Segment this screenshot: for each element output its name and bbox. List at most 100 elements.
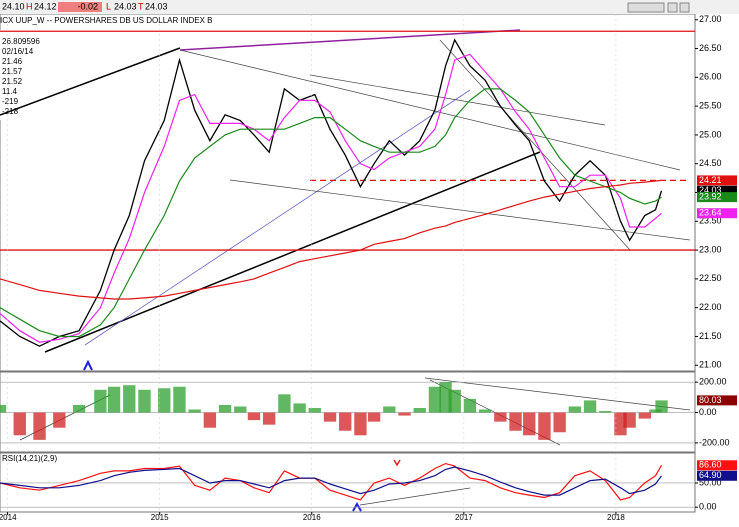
histogram-bar — [553, 412, 566, 433]
y-tick-label: 0.00 — [699, 502, 717, 512]
last-value-box — [697, 395, 737, 406]
last-value-label: 24.03 — [699, 185, 722, 195]
last-value-label: 86.60 — [699, 460, 722, 470]
header-last: 24.03 — [145, 1, 168, 11]
histogram-bar — [383, 406, 396, 413]
histogram-bar — [523, 412, 536, 436]
last-value-label: 80.03 — [699, 395, 722, 405]
x-tick-label: 2014 — [0, 513, 17, 522]
header-bar — [0, 0, 739, 14]
histogram-bar — [568, 406, 582, 413]
trendline — [179, 49, 681, 171]
y-tick-label: 50.00 — [699, 477, 722, 487]
histogram-bar — [188, 409, 201, 413]
info-value: -219 — [2, 97, 19, 106]
header-open-tag: H — [26, 1, 33, 11]
header-high: 24.12 — [34, 1, 57, 11]
histogram-bar — [158, 388, 171, 413]
histogram-bar — [478, 409, 492, 413]
y-tick-label: 22.50 — [699, 273, 722, 283]
y-tick-label: 25.50 — [699, 101, 722, 111]
last-value-box — [697, 208, 737, 219]
info-value: 21.52 — [2, 77, 23, 86]
header-change: -0.02 — [77, 1, 98, 11]
info-value: 21.57 — [2, 67, 23, 76]
histogram-bar — [94, 389, 107, 413]
last-value-label: 23.92 — [699, 191, 722, 201]
info-value: 11.4 — [2, 87, 18, 96]
histogram-bar — [463, 398, 477, 413]
cci-panel — [0, 371, 696, 453]
histogram-bar — [138, 389, 151, 413]
y-tick-label: 26.00 — [699, 72, 722, 82]
info-value: 02/16/14 — [2, 47, 34, 56]
series-line — [0, 53, 662, 343]
histogram-bar — [247, 412, 261, 421]
trendline — [0, 47, 181, 116]
histogram-bar — [655, 400, 668, 413]
histogram-bar — [278, 394, 291, 413]
histogram-bar — [293, 403, 306, 413]
histogram-bar — [308, 407, 321, 413]
histogram-bar — [263, 412, 276, 425]
y-tick-label: 23.00 — [699, 244, 722, 254]
histogram-bar — [323, 412, 337, 422]
x-tick-label: 2018 — [607, 513, 625, 522]
series-line — [0, 466, 662, 496]
histogram-bar — [398, 412, 411, 416]
histogram-bar — [72, 404, 86, 413]
y-tick-label: 23.50 — [699, 216, 722, 226]
series-line — [0, 179, 662, 300]
header-last-tag: T — [138, 1, 144, 11]
signal-arrow — [83, 359, 93, 371]
x-tick-label: 2016 — [303, 513, 321, 522]
window-button[interactable] — [667, 2, 678, 13]
histogram-bar — [599, 411, 612, 413]
y-tick-label: 21.50 — [699, 331, 722, 341]
y-tick-label: 25.00 — [699, 129, 722, 139]
trendline — [309, 74, 606, 126]
y-tick-label: -200.00 — [699, 437, 730, 447]
histogram-bar — [53, 412, 66, 428]
histogram-bar — [33, 412, 46, 440]
histogram-bar — [367, 412, 381, 422]
histogram-bar — [428, 386, 442, 413]
y-tick-label: 200.00 — [699, 377, 727, 387]
histogram-bar — [339, 412, 352, 431]
info-box — [0, 30, 24, 120]
chart-title: ICX UUP_W -- POWERSHARES DB US DOLLAR IN… — [0, 16, 212, 25]
histogram-bar — [203, 412, 217, 428]
window-button[interactable] — [679, 2, 690, 13]
histogram-bar — [494, 412, 507, 422]
header-low-tag: L — [106, 1, 111, 11]
last-value-box — [697, 192, 737, 203]
histogram-bar — [538, 412, 551, 440]
histogram-bar — [234, 406, 247, 413]
series-line — [0, 38, 663, 347]
trendline — [44, 151, 541, 353]
last-value-box — [697, 470, 737, 481]
trendline — [359, 487, 471, 506]
y-tick-label: 26.50 — [699, 43, 722, 53]
histogram-bar — [413, 407, 426, 413]
x-tick-label: 2017 — [455, 513, 473, 522]
signal-arrow — [352, 501, 362, 512]
series-line — [0, 88, 662, 338]
histogram-bar — [123, 385, 136, 413]
histogram-bar — [173, 386, 186, 413]
histogram-bar — [583, 400, 597, 413]
trendline — [424, 377, 691, 411]
histogram-bar — [0, 404, 7, 413]
x-tick-label: 2015 — [151, 513, 169, 522]
signal-arrow — [393, 459, 401, 467]
last-value-label: 64.90 — [699, 470, 722, 480]
window-button[interactable] — [627, 2, 665, 13]
trendline — [229, 179, 691, 241]
histogram-bar — [448, 389, 461, 413]
change-box — [58, 2, 102, 12]
last-value-box — [697, 175, 737, 186]
histogram-bar — [509, 412, 522, 431]
histogram-bar — [623, 412, 636, 428]
